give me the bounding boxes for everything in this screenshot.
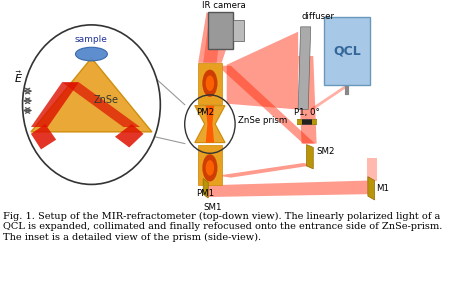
Ellipse shape (202, 70, 218, 97)
Text: diffuser: diffuser (301, 12, 335, 21)
Text: Fig. 1. Setup of the MIR-refractometer (top-down view). The linearly polarized l: Fig. 1. Setup of the MIR-refractometer (… (3, 212, 443, 242)
Ellipse shape (202, 154, 218, 181)
Polygon shape (203, 12, 219, 63)
Polygon shape (206, 181, 369, 197)
FancyBboxPatch shape (198, 63, 222, 104)
Polygon shape (227, 32, 298, 110)
Polygon shape (298, 56, 317, 144)
Text: ZnSe prism: ZnSe prism (238, 116, 288, 125)
Text: PM1: PM1 (196, 189, 215, 198)
Polygon shape (367, 158, 377, 181)
Polygon shape (218, 66, 315, 144)
Circle shape (23, 25, 160, 184)
Polygon shape (31, 82, 79, 127)
Text: SM2: SM2 (317, 147, 335, 156)
FancyBboxPatch shape (233, 20, 244, 41)
FancyBboxPatch shape (208, 12, 233, 49)
Text: P1, 0°: P1, 0° (294, 108, 320, 117)
Ellipse shape (206, 160, 214, 176)
Polygon shape (218, 163, 315, 178)
Polygon shape (368, 177, 374, 200)
Polygon shape (31, 124, 56, 149)
Text: sample: sample (75, 35, 108, 44)
Polygon shape (298, 27, 311, 110)
Ellipse shape (206, 75, 214, 91)
FancyBboxPatch shape (198, 144, 222, 185)
Text: IR camera: IR camera (202, 1, 246, 10)
Polygon shape (62, 82, 140, 127)
Text: QCL: QCL (333, 45, 361, 58)
Polygon shape (309, 85, 350, 110)
Text: ZnSe: ZnSe (94, 95, 119, 105)
Polygon shape (31, 58, 152, 132)
Text: SM1: SM1 (203, 203, 222, 212)
Ellipse shape (75, 47, 108, 61)
Polygon shape (195, 106, 225, 143)
Polygon shape (307, 144, 313, 169)
FancyBboxPatch shape (324, 17, 370, 85)
Polygon shape (198, 12, 233, 63)
Text: $\vec{E}$: $\vec{E}$ (14, 70, 23, 85)
Text: PM2: PM2 (196, 107, 215, 117)
Polygon shape (115, 124, 144, 147)
Polygon shape (206, 106, 214, 143)
Text: M1: M1 (376, 184, 389, 193)
Polygon shape (203, 178, 208, 198)
Polygon shape (198, 147, 205, 184)
